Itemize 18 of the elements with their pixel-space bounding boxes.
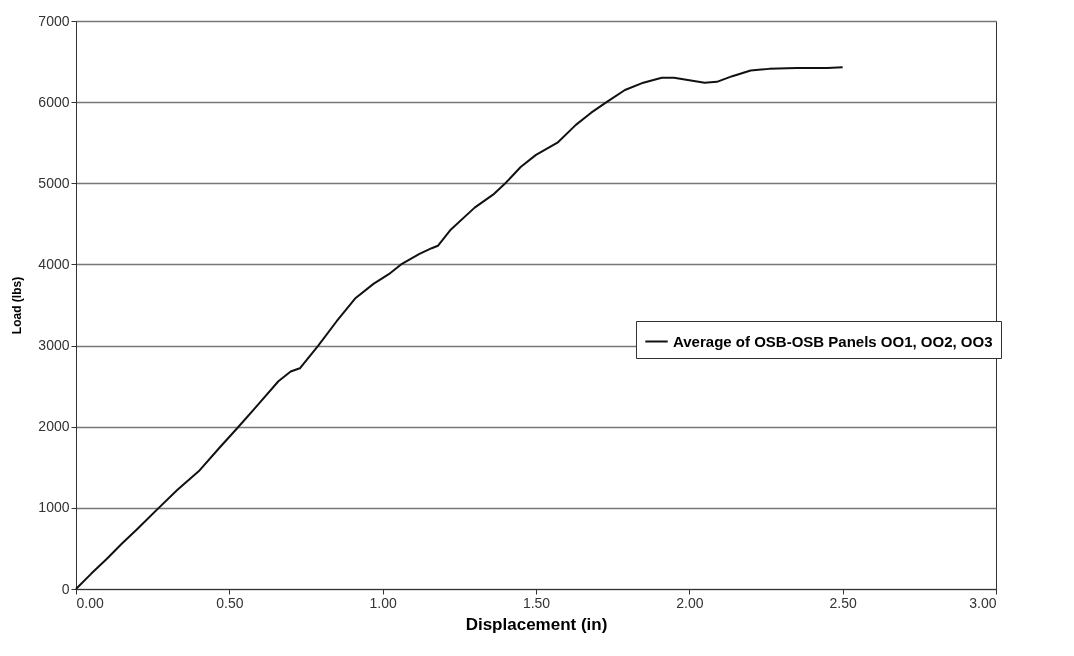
y-tick-label: 2000: [38, 418, 70, 435]
y-tick-label: 0: [61, 580, 70, 597]
y-tick-label: 4000: [38, 255, 70, 272]
y-tick-label: 1000: [38, 499, 70, 516]
y-tick-label: 5000: [38, 174, 70, 191]
x-tick-label: 1.00: [369, 594, 397, 611]
x-tick-label: 3.00: [969, 594, 997, 611]
x-tick-label: 2.50: [829, 594, 857, 611]
x-axis-title: Displacement (in): [465, 614, 608, 634]
y-tick-label: 6000: [38, 93, 70, 110]
y-tick-label: 7000: [38, 12, 70, 29]
y-tick-label: 3000: [38, 337, 70, 354]
x-tick-label: 0.50: [216, 594, 244, 611]
x-tick-label: 0.00: [76, 594, 104, 611]
x-tick-label: 2.00: [676, 594, 704, 611]
legend-label: Average of OSB-OSB Panels OO1, OO2, OO3: [673, 332, 993, 350]
y-axis-title: Load (lbs): [10, 276, 25, 335]
x-tick-label: 1.50: [522, 594, 551, 611]
